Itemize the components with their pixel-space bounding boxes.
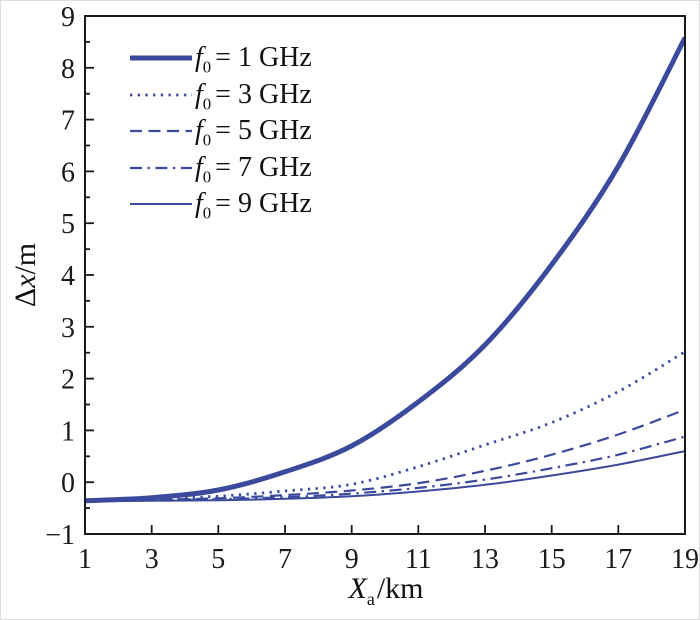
y-axis-label-prefix: Δ [9,287,42,308]
x-tick-label: 5 [211,544,225,575]
series-line-f0-7-ghz [85,435,685,502]
legend-label: f0 = 1 GHz [195,42,312,77]
legend-entry-f0-9-ghz: f0 = 9 GHz [129,186,312,223]
y-tick-label: 0 [61,468,75,499]
legend-entry-f0-7-ghz: f0 = 7 GHz [129,150,312,187]
y-tick-label: 2 [61,365,75,396]
legend-line-sample [130,166,192,169]
y-axis-label-variable: x [9,274,42,288]
y-tick-label: −1 [45,520,75,551]
legend-line-sample [130,55,192,61]
y-tick-label: 7 [61,106,75,137]
x-axis-label: Xa/km [348,572,424,609]
y-tick-label: 4 [61,261,75,292]
y-tick-label: 1 [61,416,75,447]
y-axis-label: Δx/m [9,243,43,307]
x-tick-label: 9 [345,544,359,575]
y-tick-label: 6 [61,157,75,188]
x-tick-labels: 1 3 5 7 9 11 13 15 17 19 [78,544,699,575]
y-tick-labels: −1 0 1 2 3 4 5 6 7 8 9 [45,2,75,551]
x-tick-label: 3 [145,544,159,575]
series-lines [85,36,685,504]
legend-label: f0 = 5 GHz [195,115,312,150]
legend-label: f0 = 3 GHz [195,78,312,114]
series-line-f0-5-ghz [85,408,685,502]
legend-line-sample [130,130,192,133]
y-tick-label: 9 [61,2,75,33]
x-tick-label: 17 [604,544,632,575]
x-tick-label: 11 [405,544,432,575]
series-line-f0-3-ghz [85,350,685,503]
x-tick-label: 13 [471,544,499,575]
x-tick-label: 1 [78,544,92,575]
x-tick-label: 15 [538,544,566,575]
y-axis-label-unit: /m [9,242,42,275]
legend-line-sample [130,93,192,97]
legend: f0 = 1 GHz f0 = 3 GHz f0 = 5 GHz f0 = 7 GHz f0 = … [129,40,312,223]
x-tick-label: 7 [278,544,292,575]
y-tick-label: 8 [61,54,75,85]
legend-entry-f0-3-ghz: f0 = 3 GHz [129,77,312,114]
y-tick-label: 3 [61,313,75,344]
legend-entry-f0-1-ghz: f0 = 1 GHz [129,40,312,77]
x-tick-label: 19 [671,544,699,575]
x-axis-label-variable: X [348,572,367,605]
series-line-f0-1-ghz [85,36,685,504]
x-axis-label-subscript: a [366,589,375,609]
legend-label: f0 = 9 GHz [195,188,312,223]
legend-line-sample [130,203,192,206]
legend-entry-f0-5-ghz: f0 = 5 GHz [129,113,312,150]
x-axis-label-unit: /km [376,572,424,605]
series-line-f0-9-ghz [85,450,685,503]
plot-frame [84,15,686,535]
y-tick-label: 5 [61,209,75,240]
legend-label: f0 = 7 GHz [195,151,312,187]
